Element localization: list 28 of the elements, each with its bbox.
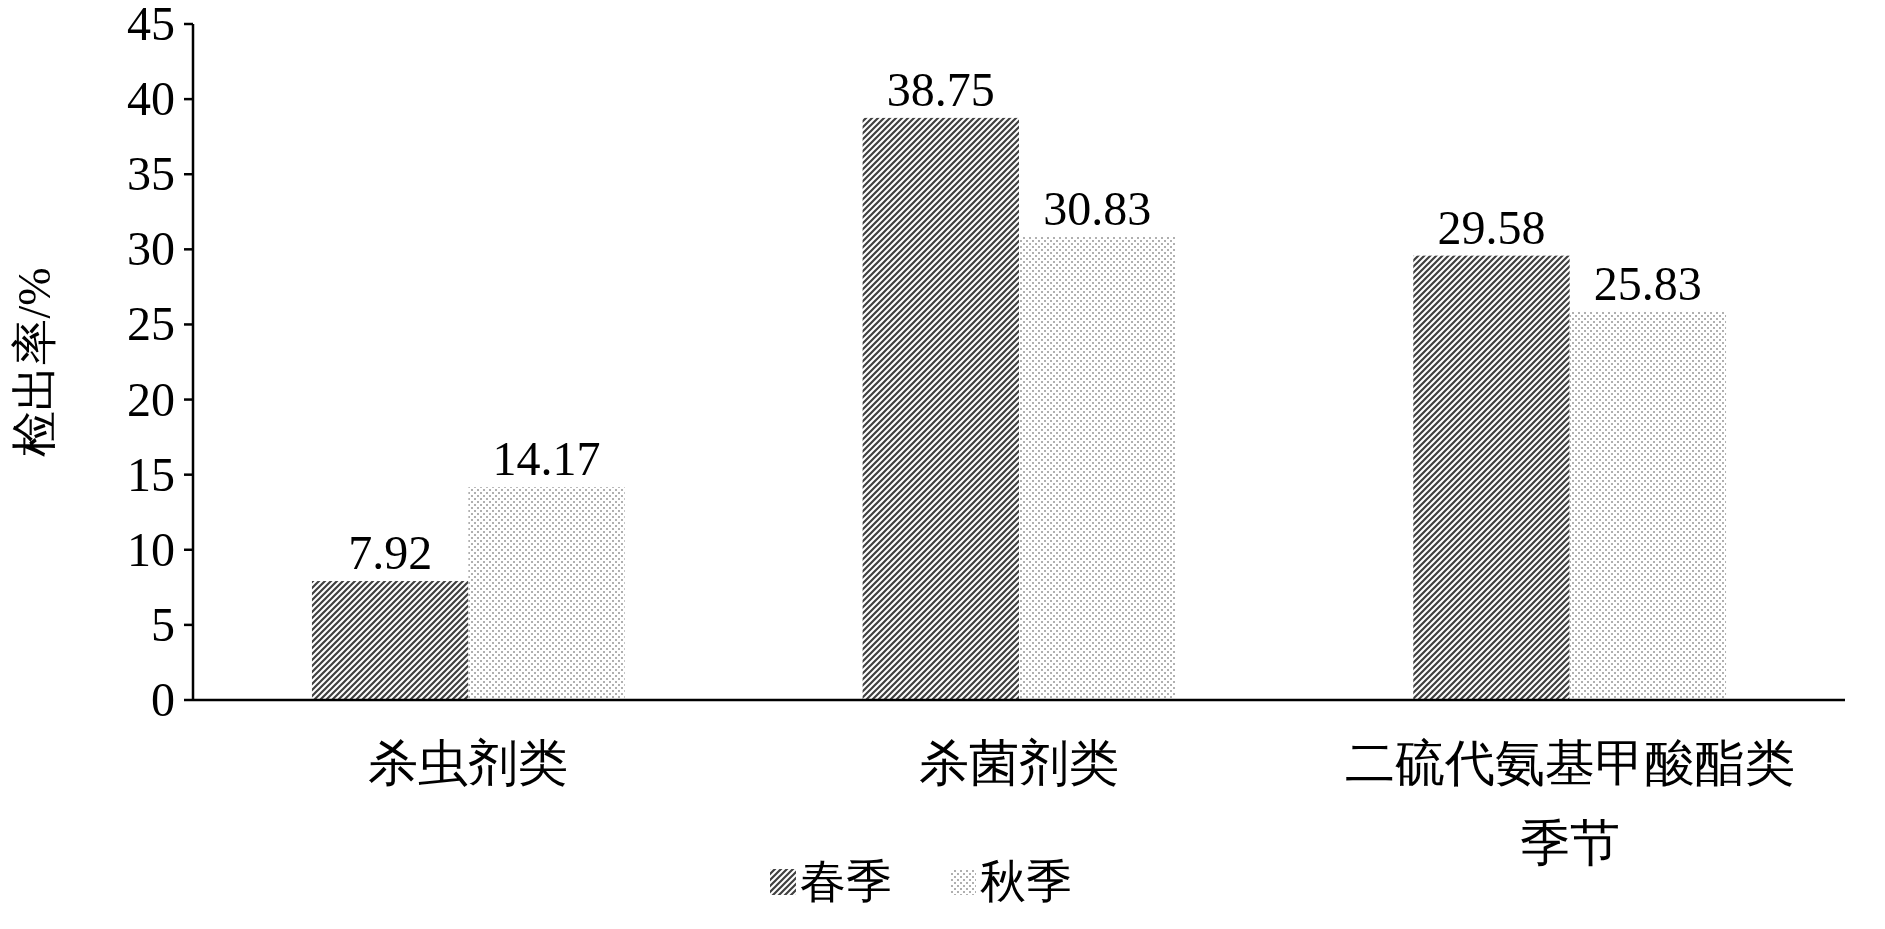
y-tick-label: 40 bbox=[127, 72, 175, 126]
y-tick-label: 5 bbox=[151, 597, 175, 651]
data-label: 7.92 bbox=[348, 526, 433, 580]
y-tick-label: 35 bbox=[127, 147, 175, 201]
bar bbox=[1569, 311, 1727, 700]
legend-label: 秋季 bbox=[980, 856, 1072, 907]
data-label: 14.17 bbox=[492, 432, 601, 486]
data-label: 25.83 bbox=[1593, 256, 1702, 310]
y-tick-label: 25 bbox=[127, 297, 175, 351]
y-axis-title: 检出率/% bbox=[9, 267, 60, 457]
bar bbox=[862, 117, 1019, 700]
data-label: 30.83 bbox=[1043, 181, 1152, 235]
y-tick-label: 0 bbox=[151, 673, 175, 726]
x-tick-label: 杀虫剂类 bbox=[368, 735, 569, 791]
y-tick-label: 30 bbox=[127, 222, 175, 276]
y-tick-label: 15 bbox=[127, 447, 175, 501]
x-axis-title: 季节 bbox=[1519, 815, 1620, 871]
y-tick-label: 45 bbox=[127, 0, 175, 50]
bar bbox=[468, 487, 625, 700]
x-tick-label: 二硫代氨基甲酸酯类 bbox=[1344, 735, 1795, 791]
data-label: 29.58 bbox=[1437, 200, 1546, 254]
bar bbox=[1413, 255, 1570, 700]
y-tick-label: 10 bbox=[127, 522, 175, 576]
x-tick-label: 杀菌剂类 bbox=[919, 735, 1119, 791]
legend-label: 春季 bbox=[800, 856, 892, 907]
y-tick-label: 20 bbox=[127, 372, 175, 426]
data-label: 38.75 bbox=[886, 62, 995, 116]
bar bbox=[311, 581, 469, 700]
